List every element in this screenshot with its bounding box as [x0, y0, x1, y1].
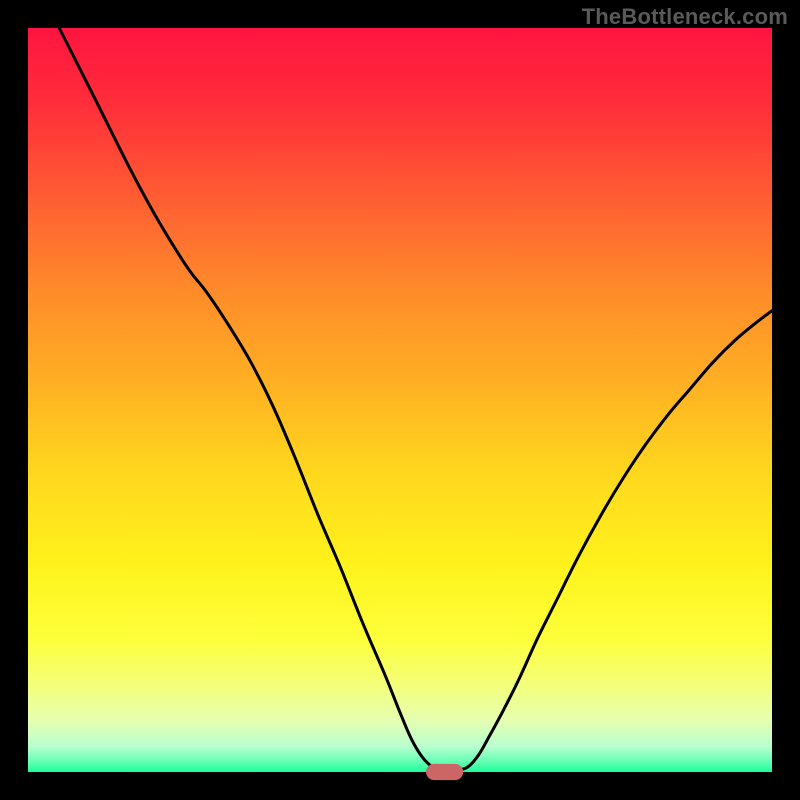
chart-svg: [0, 0, 800, 800]
watermark-text: TheBottleneck.com: [582, 4, 788, 30]
bottleneck-chart: TheBottleneck.com: [0, 0, 800, 800]
optimal-marker: [426, 764, 463, 780]
plot-background: [28, 28, 772, 772]
